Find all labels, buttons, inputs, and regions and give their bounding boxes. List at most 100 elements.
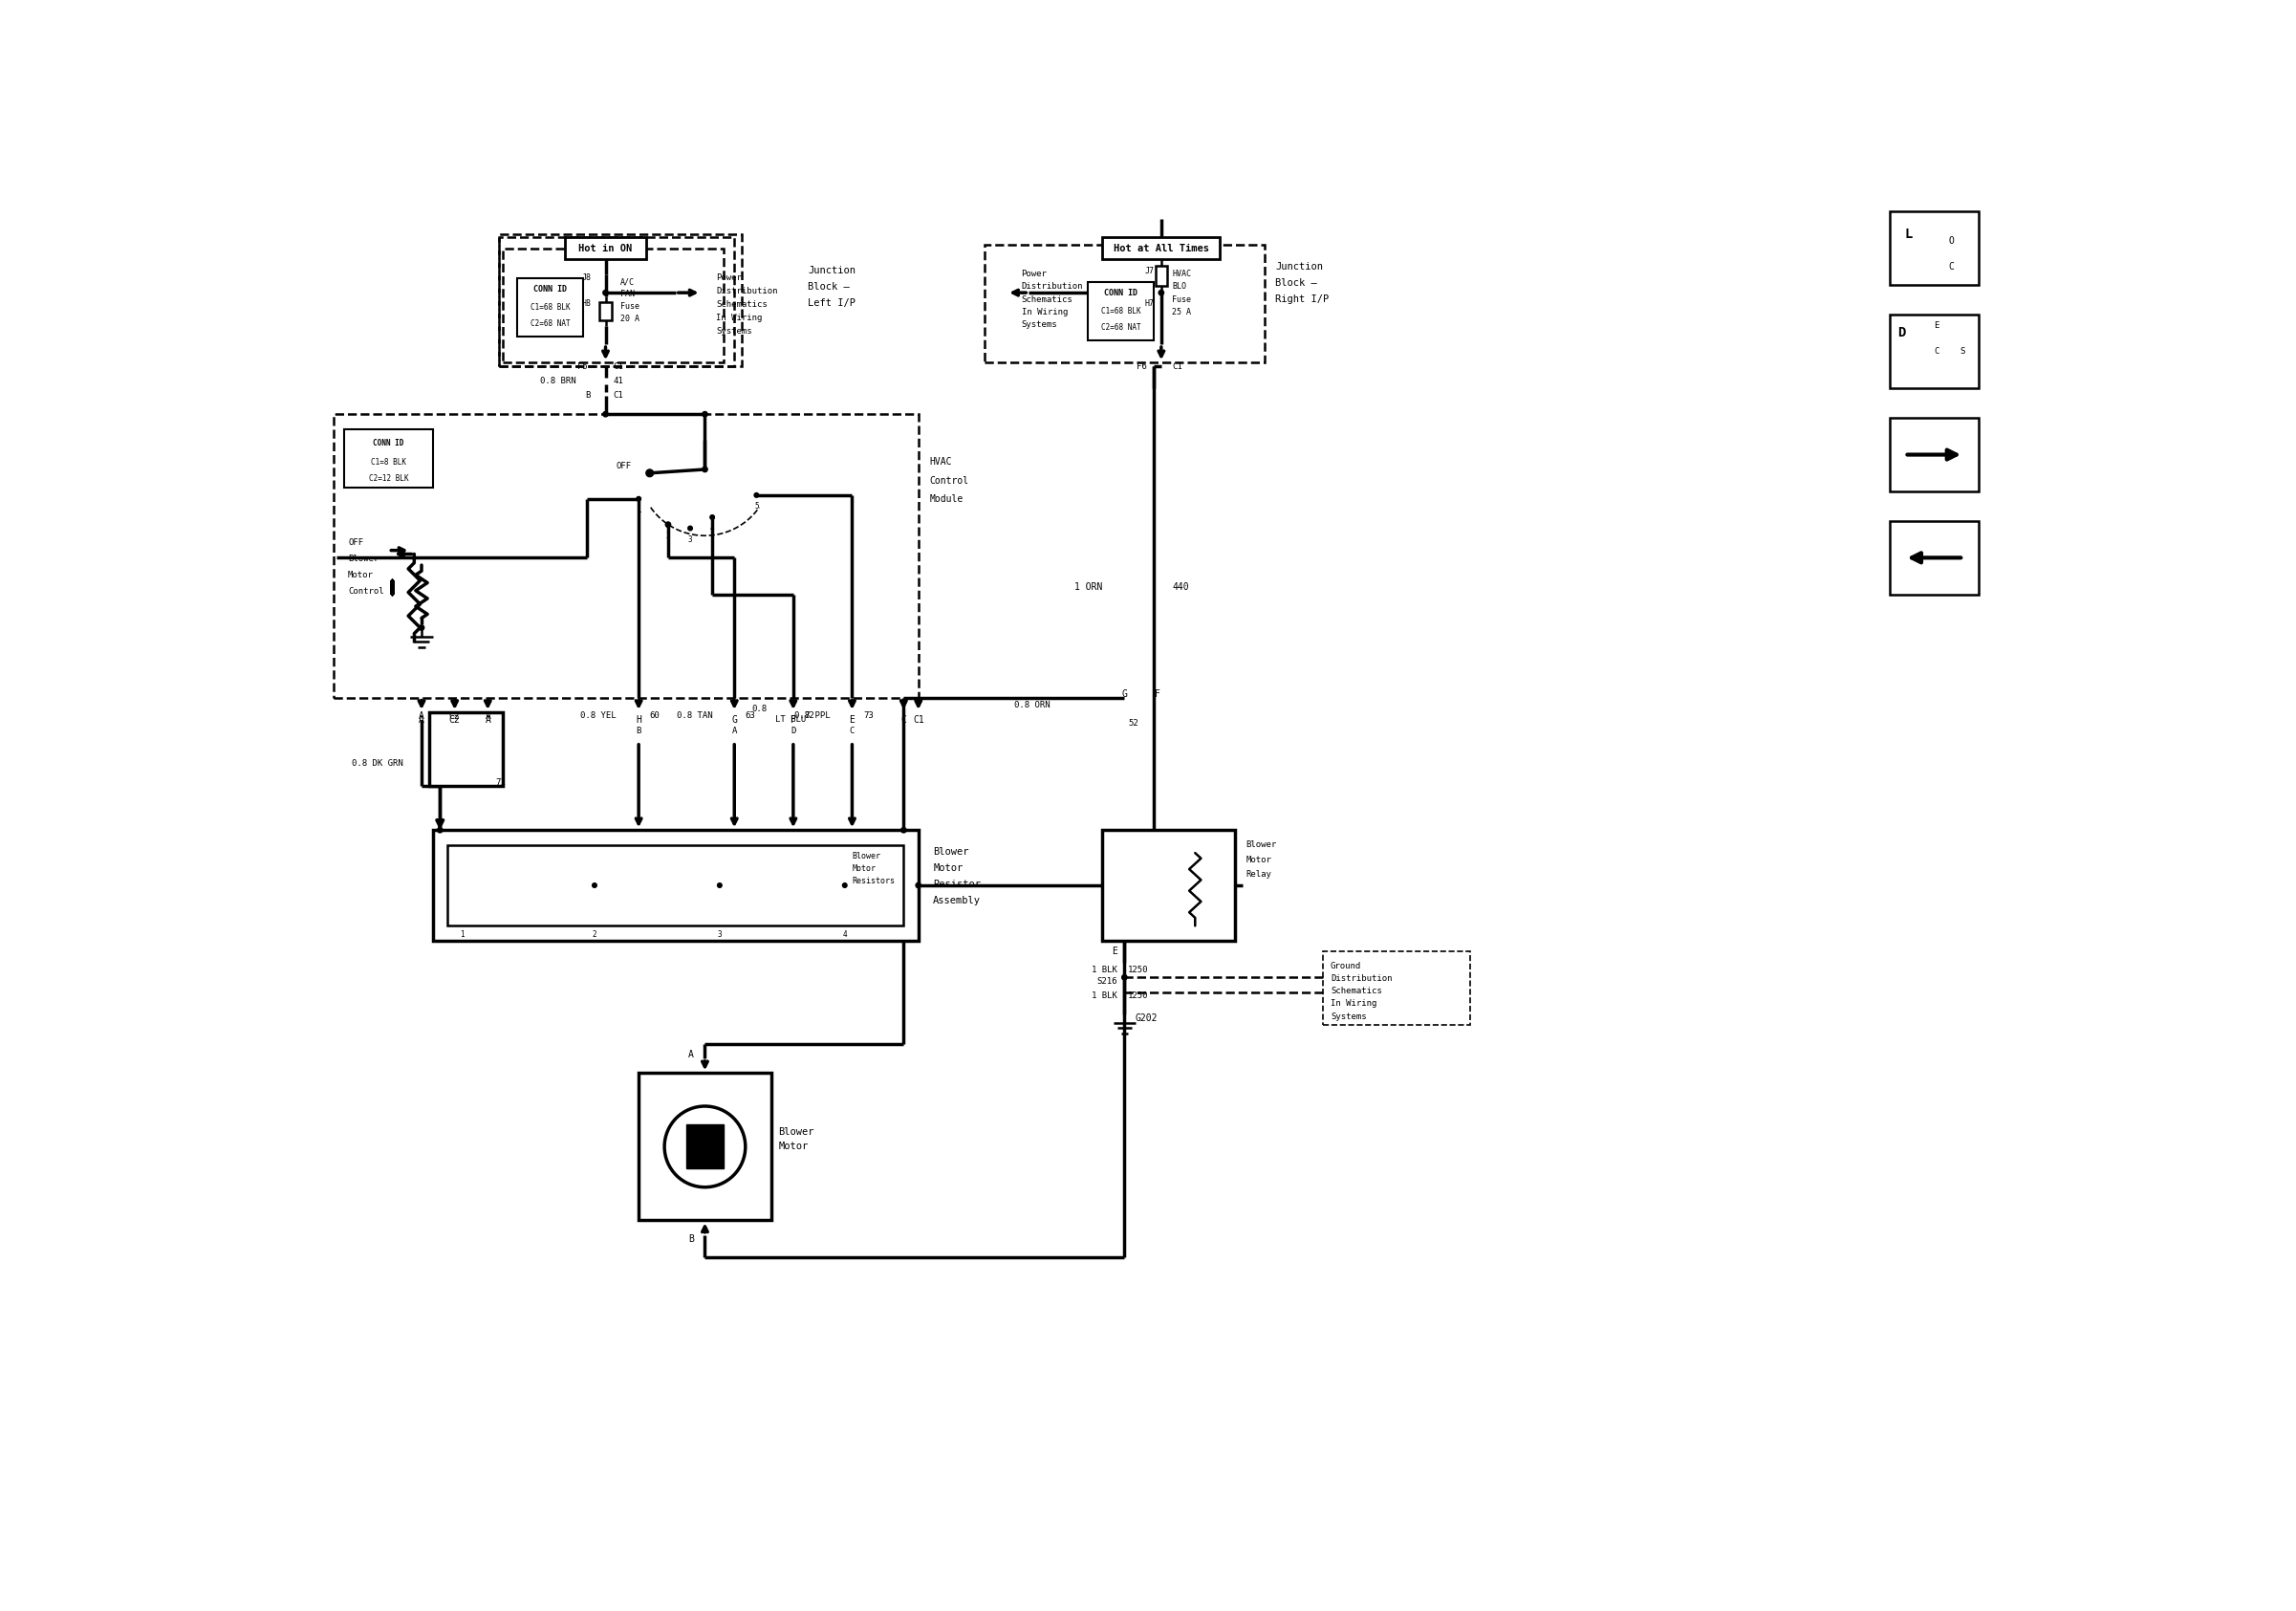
Bar <box>599 303 611 321</box>
Circle shape <box>716 883 721 888</box>
Text: Blower: Blower <box>852 852 882 860</box>
Circle shape <box>592 883 597 888</box>
Text: Distribution: Distribution <box>1329 975 1391 983</box>
Text: 1 BLK: 1 BLK <box>1091 965 1118 975</box>
Text: A: A <box>484 710 491 720</box>
Text: Schematics: Schematics <box>1022 295 1072 303</box>
Text: 1250: 1250 <box>1127 991 1148 1000</box>
Text: Module: Module <box>930 495 962 504</box>
Bar <box>503 248 723 362</box>
Bar <box>498 234 742 366</box>
Text: 2: 2 <box>592 931 597 939</box>
Text: O: O <box>1949 237 1954 246</box>
Text: C1=68 BLK: C1=68 BLK <box>530 303 569 313</box>
Text: C1: C1 <box>914 715 923 725</box>
Text: 1: 1 <box>459 931 464 939</box>
Bar <box>1890 211 1979 285</box>
Circle shape <box>689 527 693 530</box>
Bar <box>517 279 583 337</box>
Circle shape <box>436 828 443 833</box>
Text: 1250: 1250 <box>1127 965 1148 975</box>
Text: 4: 4 <box>843 931 847 939</box>
Circle shape <box>709 516 714 519</box>
Bar <box>1890 314 1979 388</box>
Text: A/C: A/C <box>620 277 634 287</box>
Circle shape <box>645 469 654 477</box>
Text: E: E <box>1933 322 1940 330</box>
Text: 4: 4 <box>709 524 714 533</box>
Text: S216: S216 <box>1097 976 1118 986</box>
Text: Motor: Motor <box>852 863 877 873</box>
Circle shape <box>900 828 907 833</box>
Text: G: G <box>1123 690 1127 699</box>
Circle shape <box>604 411 608 417</box>
Bar <box>448 844 905 926</box>
Text: LT BLU: LT BLU <box>774 715 806 723</box>
Bar <box>565 237 645 259</box>
Bar <box>1155 266 1166 287</box>
Text: 1: 1 <box>636 506 641 514</box>
Text: Schematics: Schematics <box>1329 988 1382 996</box>
Text: Blower: Blower <box>932 847 969 857</box>
Bar <box>432 830 918 941</box>
Text: 0.8: 0.8 <box>753 704 767 714</box>
Text: Systems: Systems <box>1329 1012 1366 1021</box>
Text: C2: C2 <box>450 710 459 720</box>
Circle shape <box>916 883 921 888</box>
Bar <box>985 245 1265 362</box>
Text: Right I/P: Right I/P <box>1274 295 1329 304</box>
Circle shape <box>604 290 608 295</box>
Text: A: A <box>484 715 491 725</box>
Circle shape <box>1123 975 1127 979</box>
Text: Systems: Systems <box>716 327 751 335</box>
Text: G202: G202 <box>1137 1013 1157 1023</box>
Text: 3: 3 <box>716 931 721 939</box>
Text: Junction: Junction <box>1274 263 1322 272</box>
Text: L: L <box>1906 227 1913 240</box>
Text: Control: Control <box>930 475 969 485</box>
Text: A: A <box>689 1050 693 1060</box>
Text: 1 BLK: 1 BLK <box>1091 991 1118 1000</box>
Text: 0.8 TAN: 0.8 TAN <box>677 712 712 720</box>
Text: Block –: Block – <box>1274 279 1318 288</box>
Text: Ground: Ground <box>1329 962 1362 970</box>
Text: 0.8 ORN: 0.8 ORN <box>1015 701 1049 709</box>
Text: HVAC: HVAC <box>930 458 953 467</box>
Text: D: D <box>1896 327 1906 340</box>
Text: Fuse: Fuse <box>1173 295 1192 303</box>
Text: CONN ID: CONN ID <box>533 285 567 293</box>
Text: S: S <box>1961 348 1965 356</box>
Text: Fuse: Fuse <box>620 303 638 311</box>
Circle shape <box>666 522 670 527</box>
Text: M: M <box>700 1141 709 1153</box>
Circle shape <box>703 467 707 472</box>
Bar <box>1322 952 1469 1025</box>
Text: CONN ID: CONN ID <box>372 440 404 448</box>
Text: 3: 3 <box>689 535 693 543</box>
Text: F: F <box>1155 690 1159 699</box>
Text: 2: 2 <box>666 532 670 540</box>
Bar <box>1890 417 1979 491</box>
Text: Relay: Relay <box>1247 870 1272 878</box>
Text: F: F <box>790 715 797 725</box>
Text: Motor: Motor <box>778 1142 808 1152</box>
Text: 0.8 BRN: 0.8 BRN <box>540 377 576 385</box>
Bar <box>429 712 503 786</box>
Text: Power: Power <box>1022 271 1047 279</box>
Bar <box>1109 838 1176 933</box>
Circle shape <box>636 496 641 501</box>
Bar <box>1890 520 1979 594</box>
Text: Hot at All Times: Hot at All Times <box>1114 243 1210 253</box>
Text: Schematics: Schematics <box>716 300 767 309</box>
Text: C: C <box>900 715 907 725</box>
Bar <box>1102 830 1235 941</box>
Text: OFF: OFF <box>349 538 363 548</box>
Text: 60: 60 <box>650 712 659 720</box>
Text: OFF: OFF <box>615 461 631 470</box>
Text: C2=68 NAT: C2=68 NAT <box>530 319 569 329</box>
Text: A: A <box>418 715 425 725</box>
Text: 5: 5 <box>753 503 758 511</box>
Text: Distribution: Distribution <box>716 287 778 295</box>
Circle shape <box>418 625 425 630</box>
Text: E: E <box>850 715 854 725</box>
